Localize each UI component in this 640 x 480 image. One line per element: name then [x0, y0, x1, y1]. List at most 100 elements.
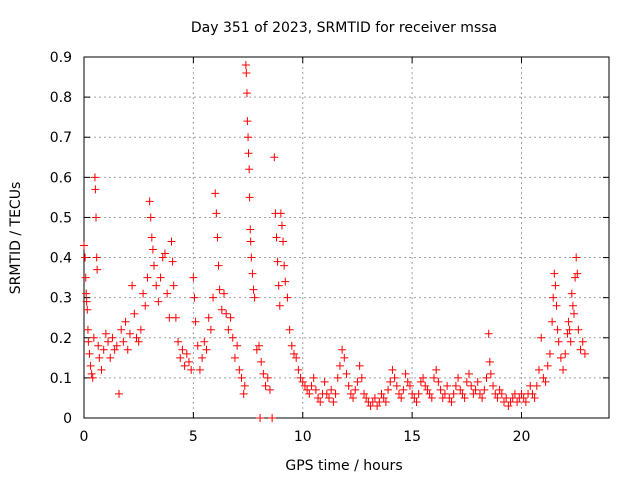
data-point — [460, 393, 469, 402]
data-point — [482, 373, 491, 382]
data-point — [90, 173, 99, 182]
x-tick-label: 5 — [189, 429, 198, 445]
y-tick-label: 0 — [63, 411, 72, 427]
data-point — [532, 381, 541, 390]
data-point — [145, 197, 154, 206]
data-point — [549, 293, 558, 302]
data-point — [281, 277, 290, 286]
data-point — [486, 369, 495, 378]
data-point — [357, 373, 366, 382]
data-point — [405, 381, 414, 390]
data-point — [94, 341, 103, 350]
data-point — [456, 385, 465, 394]
data-point — [340, 353, 349, 362]
data-point — [559, 365, 568, 374]
data-point — [537, 333, 546, 342]
data-point — [539, 373, 548, 382]
data-point — [303, 385, 312, 394]
data-point — [83, 305, 92, 314]
y-tick-label: 0.9 — [50, 50, 72, 66]
data-point — [139, 289, 148, 298]
data-point — [259, 369, 268, 378]
data-point — [91, 185, 100, 194]
data-point — [279, 237, 288, 246]
data-point — [241, 61, 250, 70]
data-point — [211, 189, 220, 198]
data-point — [200, 337, 209, 346]
data-point — [521, 397, 530, 406]
data-point — [309, 373, 318, 382]
data-point — [528, 389, 537, 398]
data-point — [473, 377, 482, 386]
y-tick-label: 0.3 — [50, 291, 72, 307]
data-point — [189, 273, 198, 282]
data-point — [545, 349, 554, 358]
data-point — [451, 381, 460, 390]
data-point — [388, 365, 397, 374]
data-point — [185, 357, 193, 366]
data-point — [320, 377, 329, 386]
data-point — [397, 393, 406, 402]
data-point — [81, 273, 90, 282]
data-point — [202, 345, 211, 354]
data-point — [384, 385, 393, 394]
data-point — [580, 349, 589, 358]
data-point — [209, 293, 218, 302]
data-point — [191, 317, 200, 326]
data-point — [377, 389, 386, 398]
data-point — [115, 389, 123, 398]
data-point — [246, 225, 255, 234]
data-point — [274, 281, 283, 290]
data-point — [132, 333, 141, 342]
data-point — [287, 341, 296, 350]
data-point — [349, 393, 358, 402]
data-point — [239, 389, 248, 398]
data-point — [567, 289, 576, 298]
data-point — [198, 353, 207, 362]
data-point — [311, 385, 320, 394]
data-point — [346, 389, 355, 398]
x-axis-label: GPS time / hours — [285, 458, 402, 474]
data-point — [212, 209, 221, 218]
data-point — [257, 357, 266, 366]
data-point — [454, 373, 463, 382]
data-point — [112, 341, 121, 350]
data-point — [217, 305, 226, 314]
data-point — [243, 117, 252, 126]
data-point — [268, 414, 277, 422]
data-point — [436, 385, 445, 394]
data-point — [245, 193, 254, 202]
data-point — [82, 289, 91, 298]
data-point — [163, 289, 172, 298]
data-point — [541, 377, 550, 386]
y-axis: 0 0.1 0.2 0.3 0.4 0.5 0.6 0.7 0.8 0.9 — [50, 50, 609, 427]
data-point — [117, 325, 126, 334]
data-point — [128, 281, 137, 290]
chart-title: Day 351 of 2023, SRMTID for receiver mss… — [191, 20, 497, 36]
data-point — [244, 149, 253, 158]
data-point — [403, 377, 412, 386]
data-point — [563, 329, 572, 338]
data-point — [204, 313, 213, 322]
data-point — [240, 381, 249, 390]
data-point — [247, 253, 256, 262]
y-axis-label: SRMTID / TECUs — [8, 182, 24, 295]
data-point — [355, 361, 364, 370]
data-point — [168, 257, 177, 266]
data-point — [401, 369, 410, 378]
data-points — [80, 61, 589, 422]
data-point — [379, 393, 388, 402]
data-point — [381, 397, 390, 406]
data-point — [245, 165, 254, 174]
data-point — [373, 401, 382, 410]
data-point — [305, 389, 314, 398]
data-point — [130, 309, 139, 318]
data-point — [530, 393, 539, 402]
data-point — [255, 341, 263, 350]
data-point — [88, 373, 97, 382]
data-point — [206, 325, 215, 334]
data-point — [550, 269, 559, 278]
y-tick-label: 0.6 — [50, 170, 72, 186]
data-point — [412, 397, 421, 406]
